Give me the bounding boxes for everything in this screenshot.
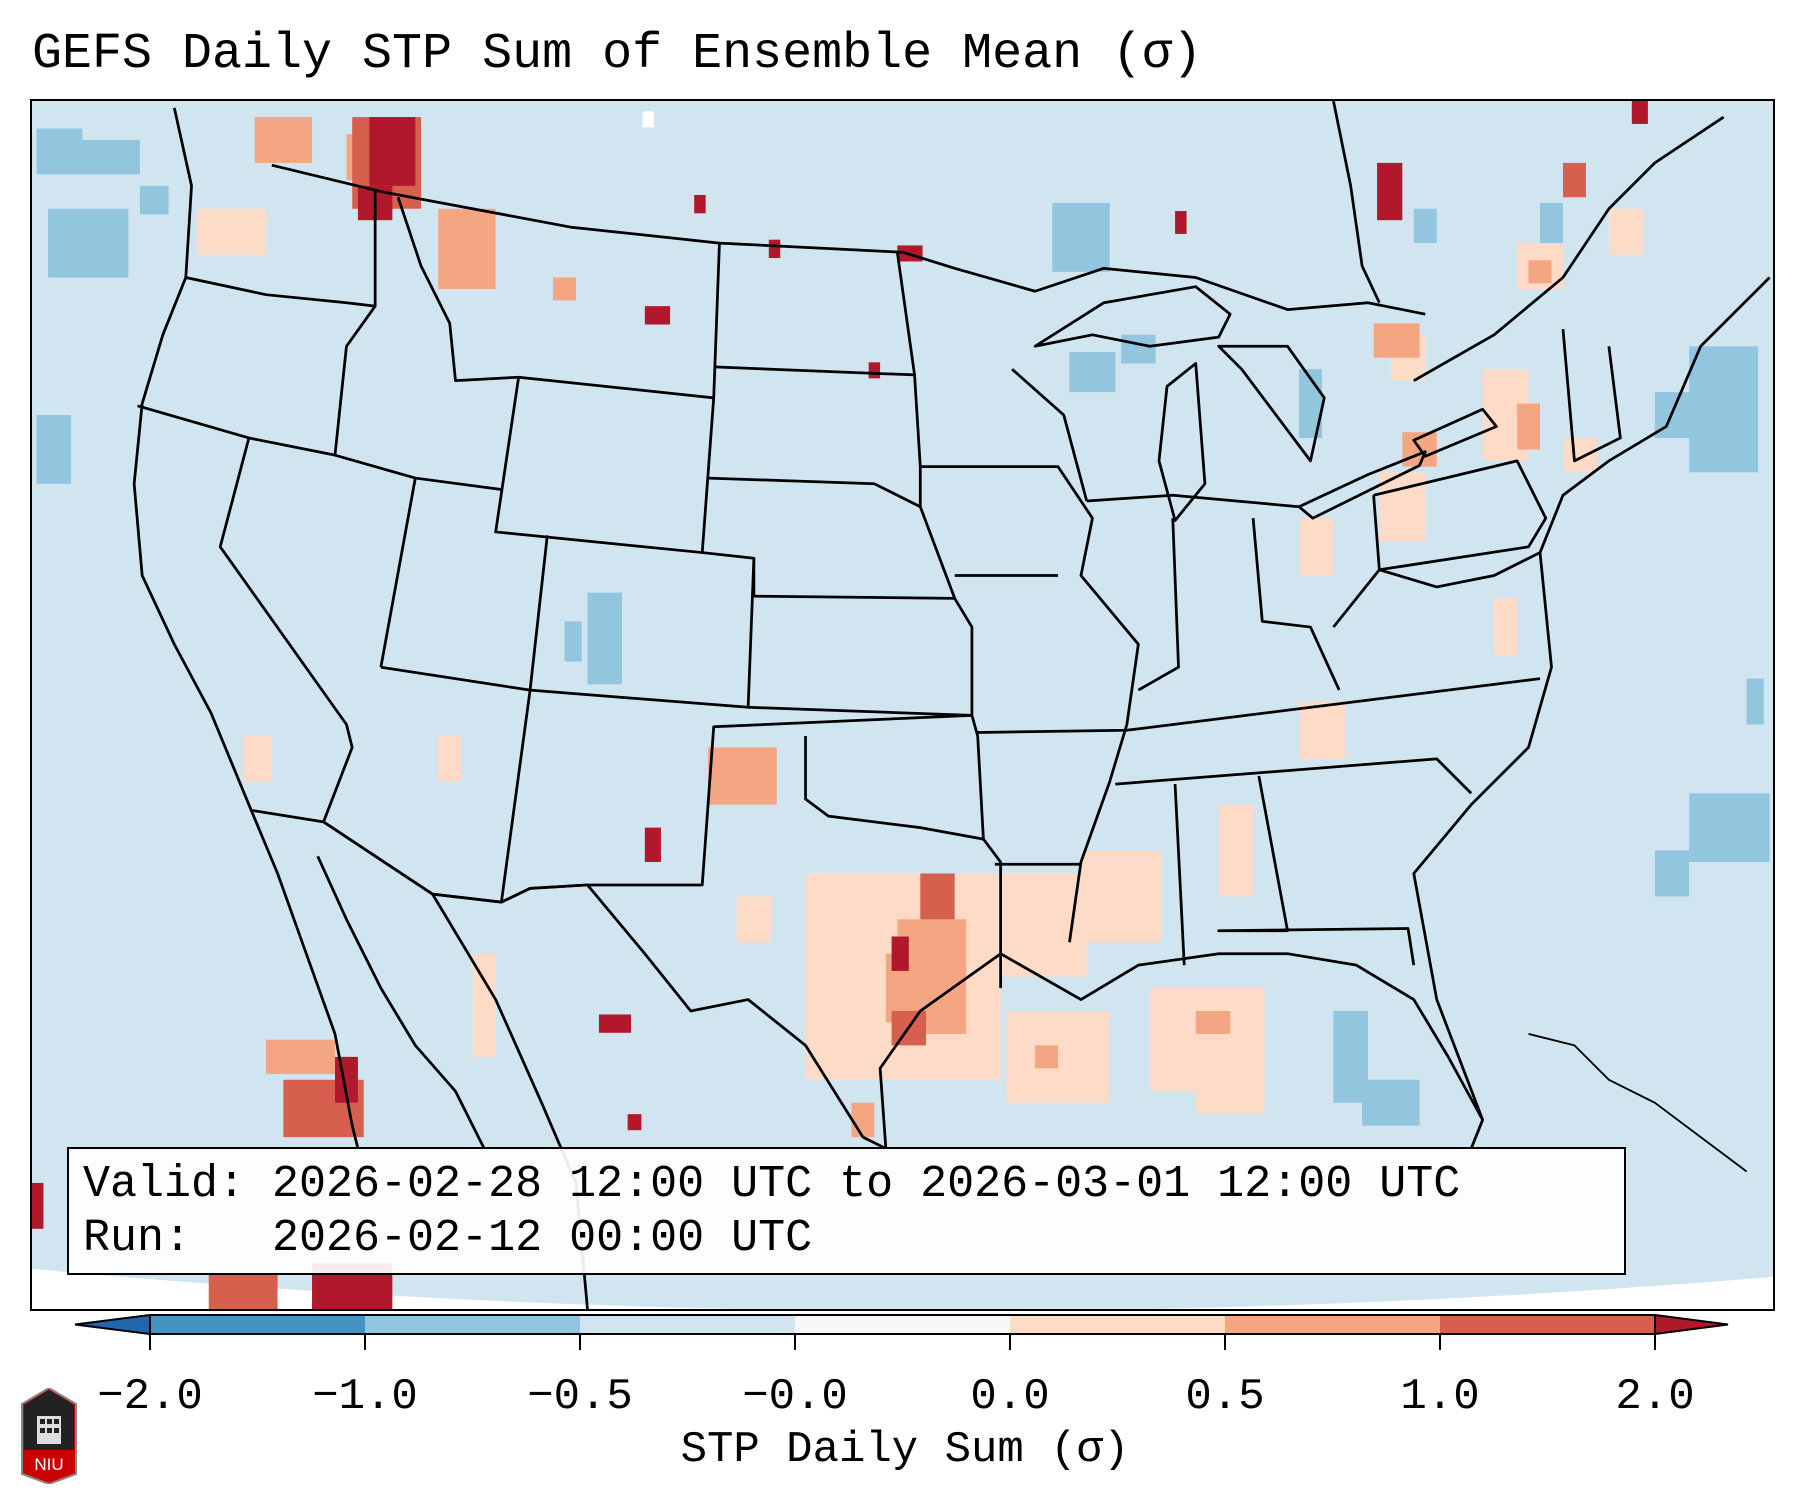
map-canvas — [32, 101, 1773, 1309]
colorbar-segment — [150, 1315, 365, 1334]
quebec-border — [1332, 101, 1381, 304]
baja-east — [316, 855, 486, 1150]
colorbar-tick-label: −0.5 — [527, 1372, 633, 1422]
colorbar-segment — [1440, 1315, 1655, 1334]
lake-ontario — [1412, 407, 1498, 458]
valid-time: Valid: 2026-02-28 12:00 UTC to 2026-03-0… — [83, 1159, 1461, 1210]
colorbar-tick-label: 1.0 — [1400, 1372, 1480, 1422]
colorbar-segment — [580, 1315, 795, 1334]
map-panel — [30, 99, 1775, 1311]
lake-huron — [1217, 344, 1326, 463]
colorbar-tick-label: −2.0 — [97, 1372, 203, 1422]
colorbar — [74, 1313, 1729, 1350]
colorbar-tick-label: −1.0 — [312, 1372, 418, 1422]
gulf-coast — [878, 952, 1485, 1150]
lake-erie — [1297, 450, 1427, 520]
colorbar-tick-label: 2.0 — [1615, 1372, 1695, 1422]
colorbar-label: STP Daily Sum (σ) — [680, 1425, 1130, 1475]
east-coast — [1412, 276, 1771, 1121]
colorbar-segment — [365, 1315, 580, 1334]
colorbar-segment — [795, 1315, 1010, 1334]
lake-superior — [1033, 285, 1232, 348]
boundaries — [132, 101, 1771, 1309]
lake-michigan — [1157, 362, 1207, 522]
chart-title: GEFS Daily STP Sum of Ensemble Mean (σ) — [32, 26, 1203, 83]
west-coast — [132, 107, 360, 1149]
colorbar-segment — [1225, 1315, 1440, 1334]
validity-info-box: Valid: 2026-02-28 12:00 UTC to 2026-03-0… — [67, 1147, 1626, 1275]
niu-logo: NIU — [21, 1388, 77, 1484]
mexico-border — [252, 809, 887, 1150]
projection-edge — [32, 1268, 1773, 1309]
run-time: Run: 2026-02-12 00:00 UTC — [83, 1213, 813, 1264]
anomaly-cells — [32, 101, 1770, 1309]
svg-text:NIU: NIU — [34, 1455, 63, 1474]
colorbar-extend-high — [1654, 1313, 1729, 1336]
colorbar-tick-label: −0.0 — [742, 1372, 848, 1422]
colorbar-segment — [1010, 1315, 1225, 1334]
colorbar-tick-label: 0.5 — [1185, 1372, 1265, 1422]
st-lawrence — [1413, 115, 1725, 382]
colorbar-outline — [149, 1314, 1656, 1335]
colorbar-extend-low — [74, 1313, 151, 1336]
colorbar-tick-label: 0.0 — [970, 1372, 1050, 1422]
canada-border — [271, 163, 1426, 316]
